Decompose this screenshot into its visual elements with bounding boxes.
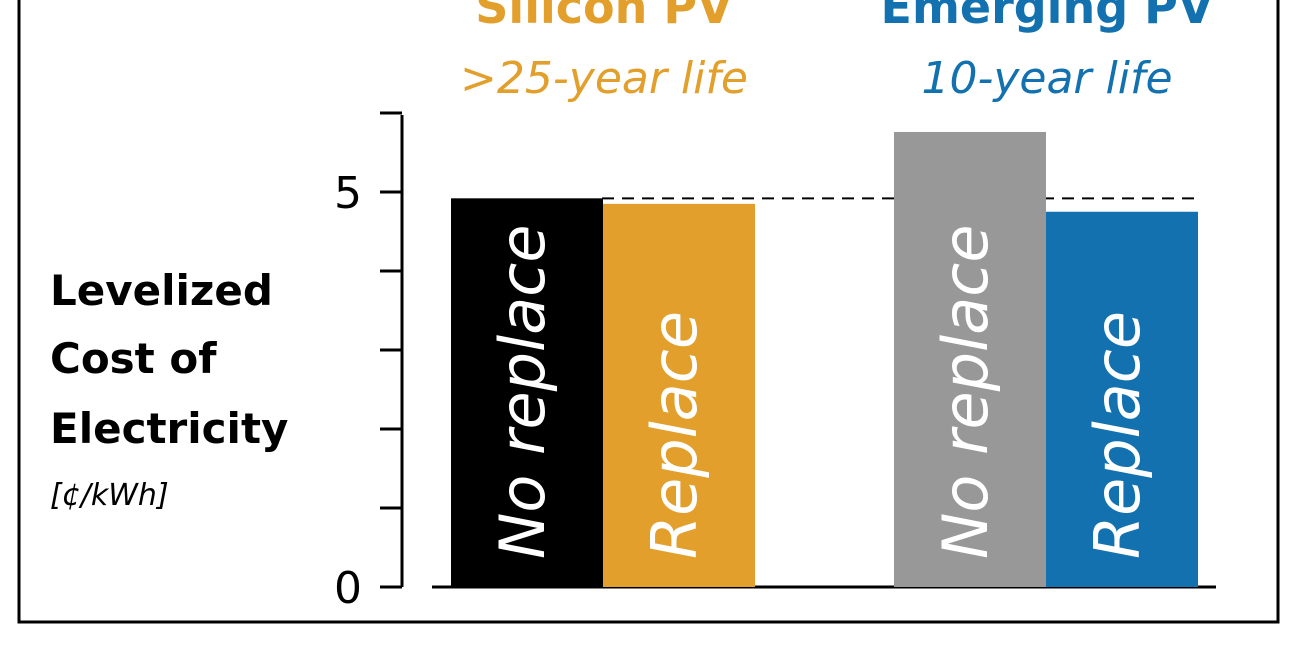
bar-emerging-no-replace [894, 131, 1046, 587]
bar-silicon-no-replace [451, 198, 603, 587]
group-title-emerging: Emerging PV [881, 0, 1214, 34]
bar-label-silicon-no-replace: No replace [486, 225, 559, 559]
y-axis-unit: [¢/kWh] [50, 478, 169, 513]
y-tick-label-5: 5 [334, 168, 362, 219]
bar-silicon-replace [603, 203, 755, 587]
bar-emerging-replace [1046, 211, 1198, 587]
group-title-silicon: Silicon PV [475, 0, 733, 34]
y-tick-label-0: 0 [334, 563, 362, 614]
y-axis-label-line-3: Electricity [50, 404, 288, 453]
chart-frame [17, 0, 1280, 624]
y-axis-label-line-1: Levelized [50, 266, 273, 315]
bar-label-emerging-no-replace: No replace [929, 225, 1002, 559]
bar-label-silicon-replace: Replace [638, 311, 711, 559]
bar-label-emerging-replace: Replace [1081, 311, 1154, 559]
group-subtitle-silicon: >25-year life [460, 53, 748, 104]
y-axis-label-line-2: Cost of [50, 334, 217, 383]
group-subtitle-emerging: 10-year life [921, 53, 1172, 104]
